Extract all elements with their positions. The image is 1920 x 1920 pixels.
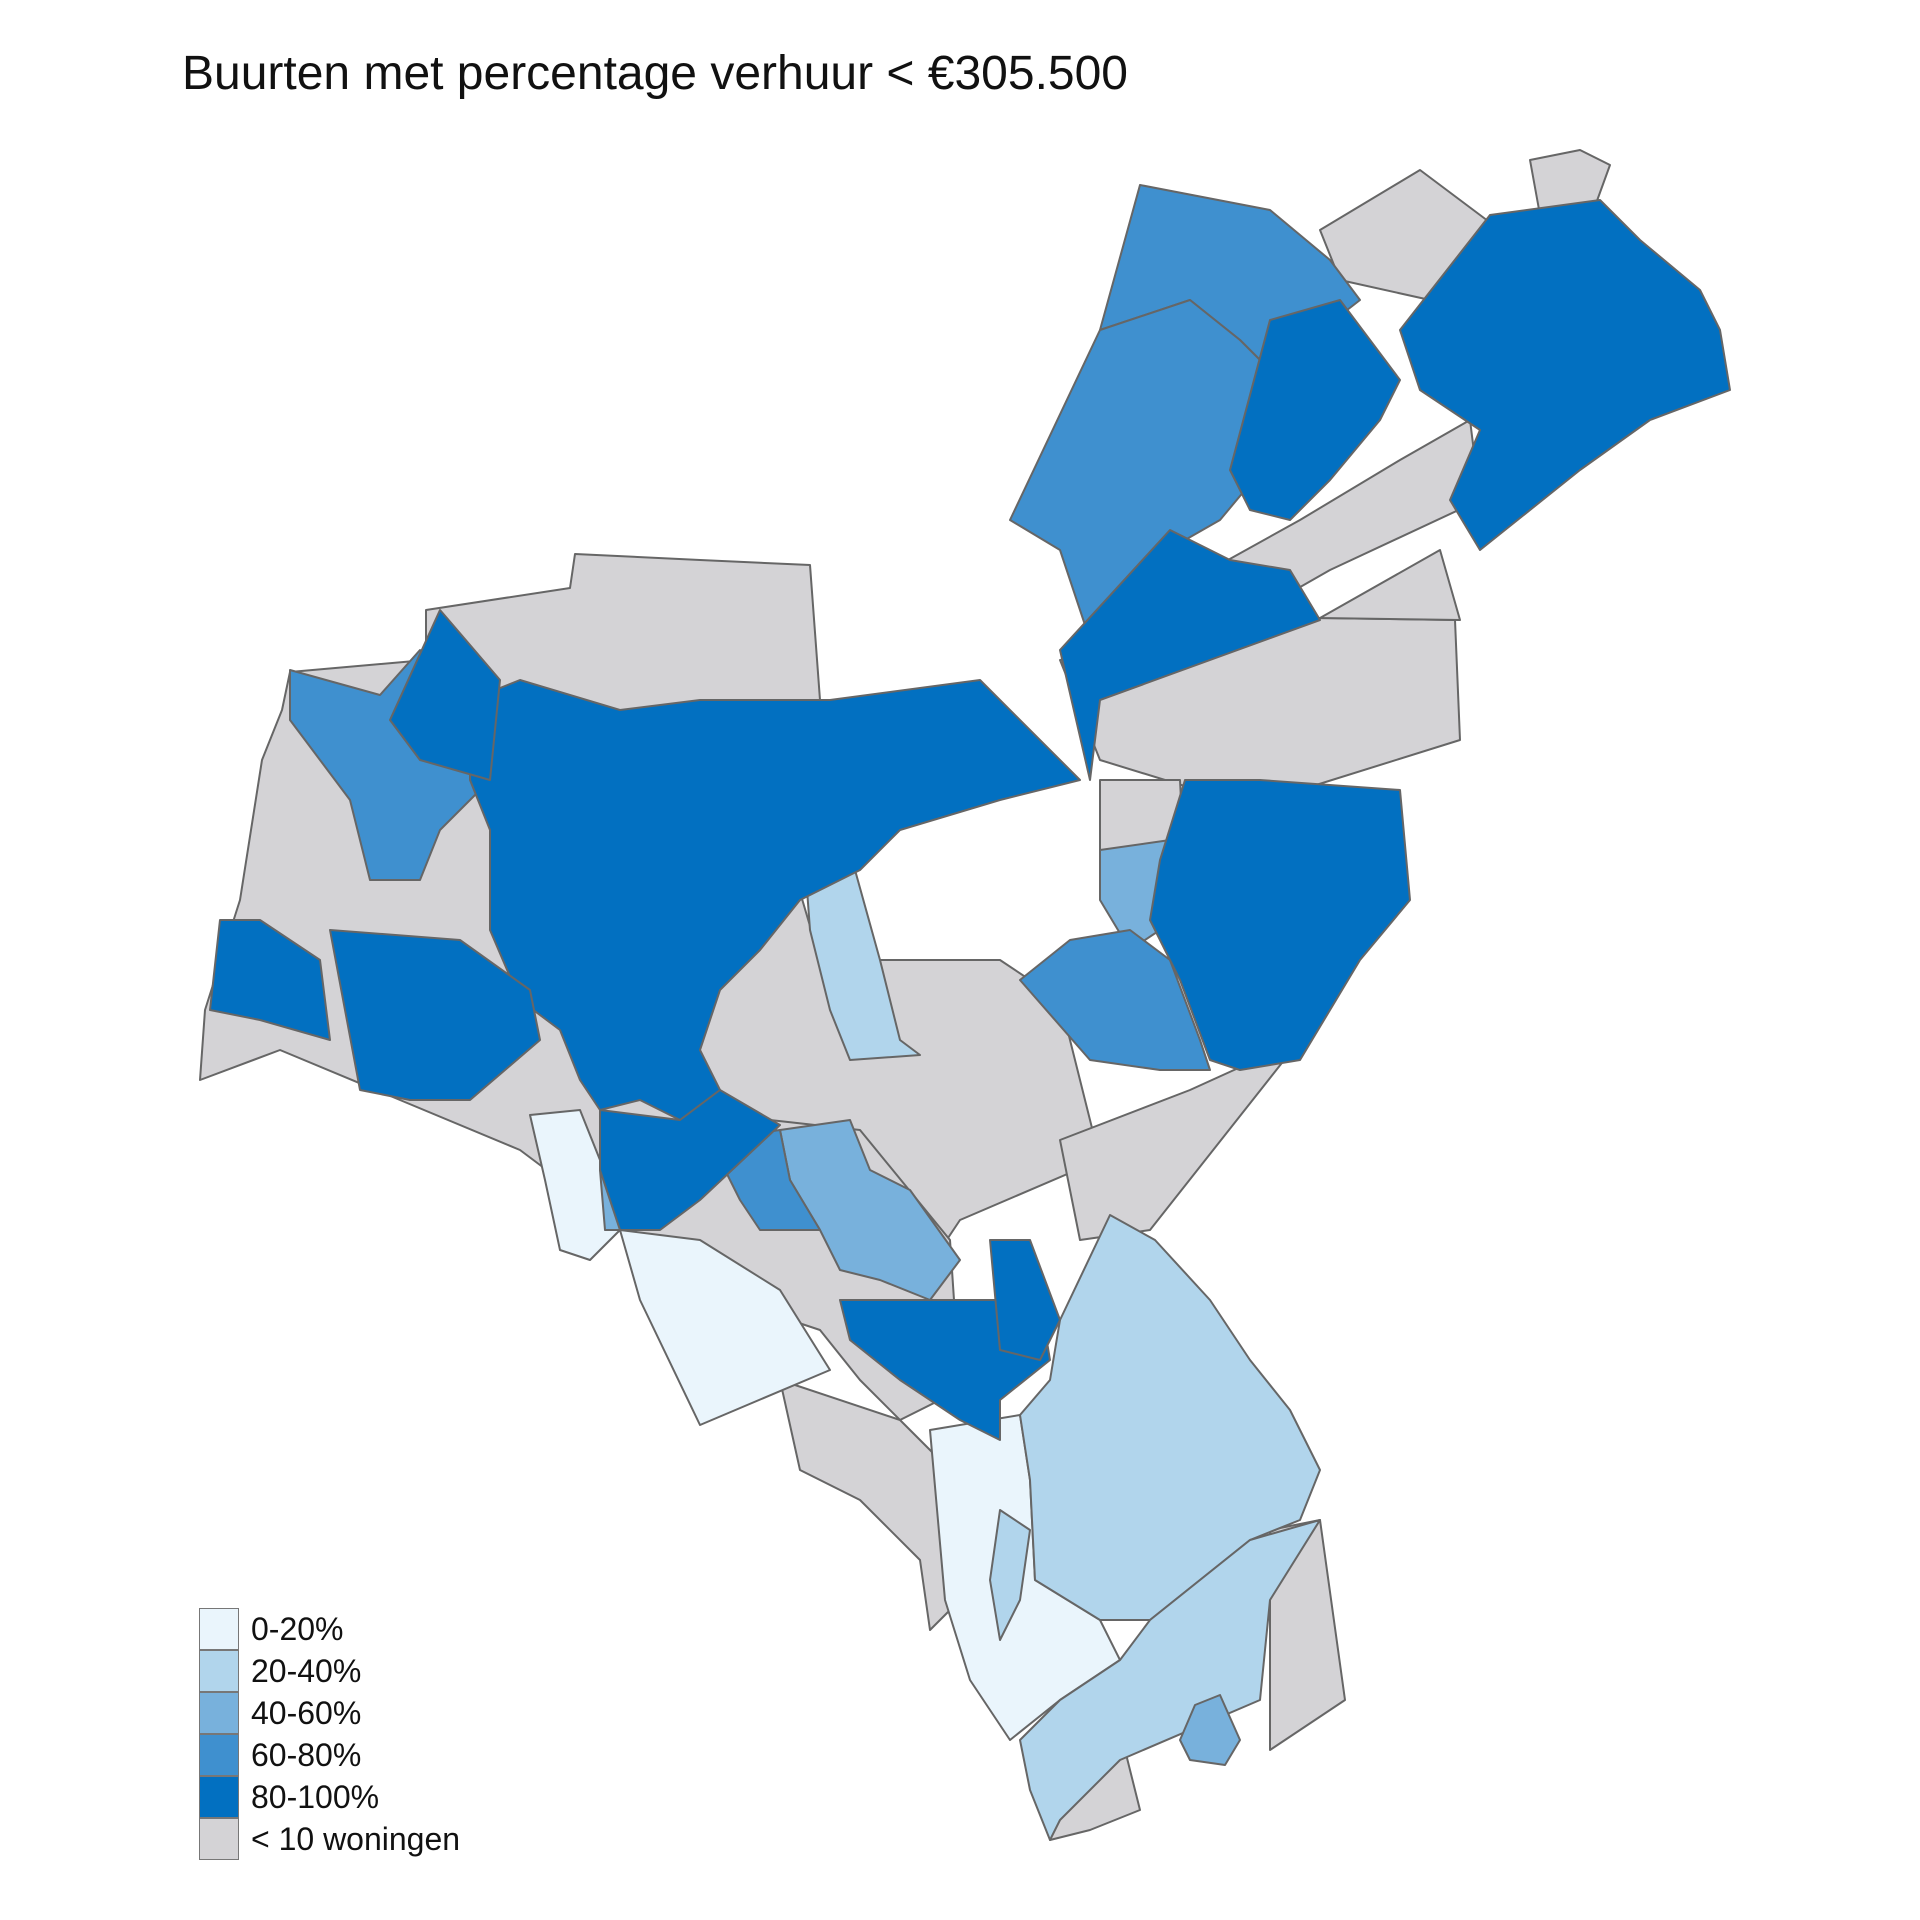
region	[1179, 1694, 1241, 1766]
legend-item: 60-80%	[199, 1734, 460, 1776]
region	[1019, 1519, 1321, 1841]
region	[1059, 529, 1321, 781]
region	[1229, 299, 1401, 521]
region	[1059, 1039, 1301, 1241]
legend-label: < 10 woningen	[251, 1820, 461, 1857]
region	[1399, 199, 1731, 551]
region	[1149, 779, 1411, 1071]
region	[779, 1379, 961, 1631]
legend-swatch	[199, 1608, 239, 1650]
region	[619, 1229, 831, 1426]
legend-swatch	[199, 1734, 239, 1776]
legend-item: 0-20%	[199, 1608, 460, 1650]
region	[209, 919, 331, 1041]
map-title: Buurten met percentage verhuur < €305.50…	[182, 47, 1128, 100]
region	[529, 1109, 621, 1261]
region	[1019, 929, 1211, 1071]
legend-label: 60-80%	[251, 1736, 362, 1773]
legend-label: 80-100%	[251, 1778, 380, 1815]
region	[389, 609, 501, 781]
legend-item: 40-60%	[199, 1692, 460, 1734]
legend-swatch	[199, 1650, 239, 1692]
legend-swatch	[199, 1692, 239, 1734]
region	[1009, 299, 1271, 641]
legend-label: 40-60%	[251, 1694, 362, 1731]
legend: 0-20% 20-40% 40-60% 60-80% 80-100% < 10 …	[199, 1608, 460, 1860]
legend-item: < 10 woningen	[199, 1818, 460, 1860]
legend-label: 0-20%	[251, 1610, 344, 1647]
region	[989, 1239, 1061, 1361]
region	[1269, 1519, 1346, 1751]
region	[599, 1089, 781, 1231]
legend-item: 80-100%	[199, 1776, 460, 1818]
region	[989, 1509, 1031, 1641]
region	[329, 929, 541, 1101]
legend-swatch	[199, 1776, 239, 1818]
legend-label: 20-40%	[251, 1652, 362, 1689]
legend-item: 20-40%	[199, 1650, 460, 1692]
legend-swatch	[199, 1818, 239, 1860]
region	[1319, 549, 1461, 621]
